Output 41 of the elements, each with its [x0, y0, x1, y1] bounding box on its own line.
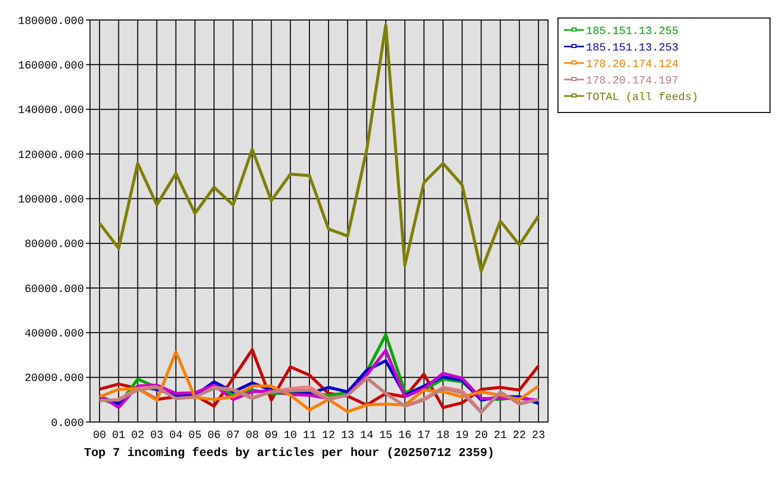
x-tick-label: 01: [112, 430, 126, 442]
y-tick-label: 160000.000: [18, 60, 84, 73]
y-tick-label: 80000.000: [24, 239, 84, 252]
x-tick-label: 19: [456, 430, 469, 442]
legend-label: 185.151.13.253: [586, 42, 678, 54]
x-tick-label: 17: [417, 430, 431, 442]
x-tick-label: 18: [436, 430, 450, 442]
x-tick-label: 06: [207, 430, 221, 442]
x-tick-label: 22: [512, 430, 526, 442]
x-tick-label: 09: [264, 430, 278, 442]
line-series: [98, 23, 540, 273]
x-tick-label: 07: [226, 430, 240, 442]
legend-label: TOTAL (all feeds): [586, 92, 698, 104]
x-tick-label: 02: [131, 430, 144, 442]
legend-label: 185.151.13.255: [586, 26, 678, 38]
x-tick-label: 15: [379, 430, 392, 442]
x-tick-label: 08: [246, 430, 259, 442]
y-tick-label: 180000.000: [18, 16, 84, 28]
y-tick-label: 120000.000: [18, 150, 84, 162]
y-tick-label: 60000.000: [24, 284, 84, 296]
x-tick-label: 00: [92, 430, 106, 442]
x-tick-label: 14: [360, 430, 374, 442]
text: Top 7 incoming feeds by articles per hour (20250712 2359): [84, 446, 494, 460]
x-tick-label: 03: [150, 430, 164, 442]
x-tick-label: 10: [284, 430, 297, 442]
y-tick-label: 0.000: [50, 418, 84, 430]
x-tick-label: 20: [474, 430, 488, 442]
x-tick-label: 16: [398, 430, 412, 442]
x-tick-label: 05: [188, 430, 202, 442]
x-tick-label: 11: [302, 430, 316, 442]
y-tick-label: 140000.000: [18, 105, 84, 118]
x-tick-label: 23: [532, 430, 546, 442]
y-tick-label: 40000.000: [24, 328, 84, 341]
x-tick-label: 21: [494, 430, 508, 442]
x-tick-label: 04: [169, 430, 183, 442]
y-tick-label: 100000.000: [18, 194, 84, 207]
x-tick-label: 12: [322, 430, 336, 442]
y-tick-label: 20000.000: [24, 373, 84, 386]
legend-label: 178.20.174.124: [586, 58, 679, 71]
x-tick-label: 13: [341, 430, 354, 442]
legend-label: 178.20.174.197: [586, 75, 678, 88]
